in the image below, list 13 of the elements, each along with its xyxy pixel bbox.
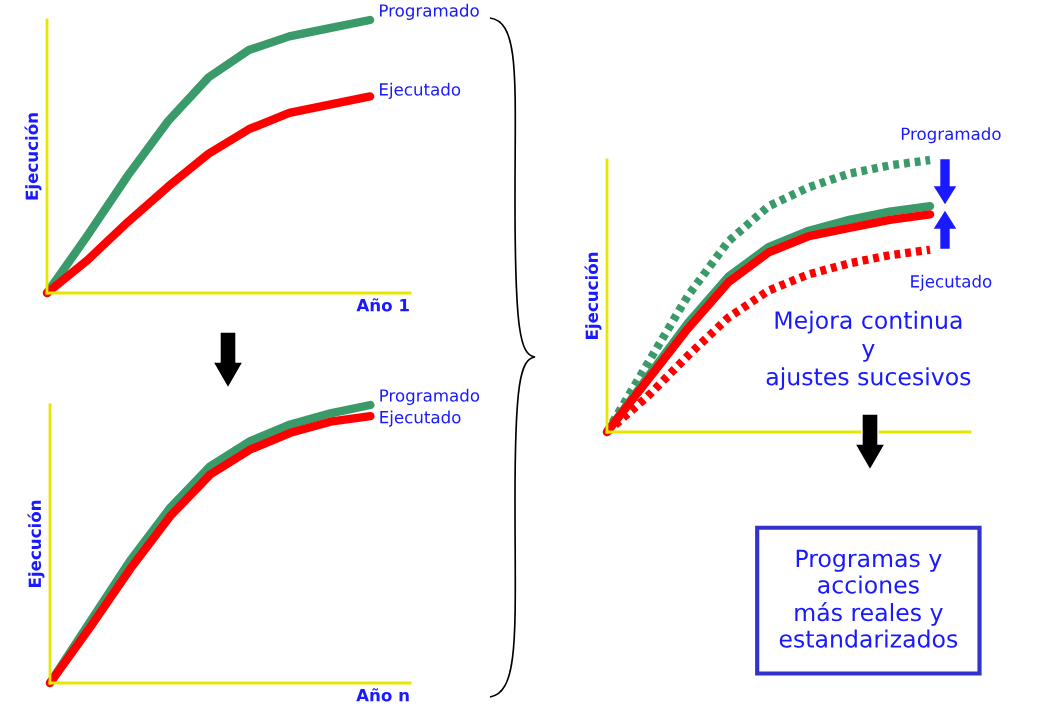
text: Programas y acciones más reales y estandarizados bbox=[779, 549, 958, 648]
y-axis-title: Ejecución bbox=[24, 113, 42, 200]
series-label: Programado bbox=[380, 3, 479, 20]
series-label: Ejecutado bbox=[380, 410, 461, 427]
y-axis-title: Ejecución bbox=[584, 252, 602, 339]
x-axis-title: Año n bbox=[356, 688, 409, 702]
y-axis-title: Ejecución bbox=[27, 500, 45, 587]
series-label: Programado bbox=[380, 388, 480, 405]
annotation: Mejora continua y ajustes sucesivos bbox=[766, 310, 971, 391]
series-label: Programado bbox=[901, 127, 1001, 144]
x-axis-title: Año 1 bbox=[356, 298, 409, 312]
series-label: Ejecutado bbox=[911, 274, 992, 291]
series-label: Ejecutado bbox=[380, 82, 461, 99]
